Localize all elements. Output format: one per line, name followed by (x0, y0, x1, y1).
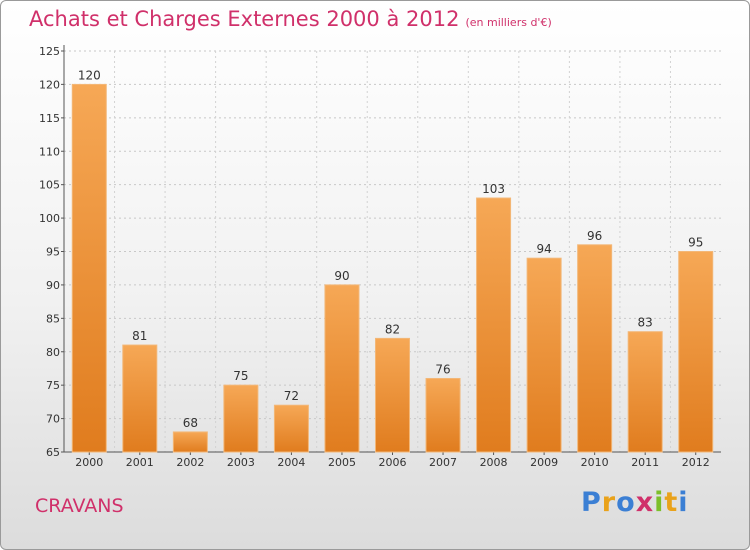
brand-letter: t (664, 487, 679, 518)
value-label: 95 (688, 236, 703, 250)
bar-2006 (375, 337, 410, 453)
brand-letter: i (654, 487, 665, 518)
x-tick-label: 2003 (227, 456, 255, 469)
value-label: 75 (233, 369, 248, 383)
bar-2004 (273, 404, 309, 453)
bar-2003 (223, 384, 259, 453)
bar-2010 (577, 244, 613, 453)
bar-2012 (678, 251, 714, 453)
chart-title-text: Achats et Charges Externes 2000 à 2012 (29, 7, 460, 31)
y-tick-label: 105 (39, 179, 60, 192)
x-tick-label: 2010 (581, 456, 609, 469)
value-label: 90 (334, 269, 349, 283)
bar-2000 (71, 83, 107, 453)
y-tick-label: 115 (39, 112, 60, 125)
value-label: 81 (132, 329, 147, 343)
bars (71, 83, 714, 453)
x-tick-label: 2012 (682, 456, 710, 469)
y-tick-label: 85 (46, 312, 60, 325)
value-label: 96 (587, 229, 602, 243)
brand-letter: i (678, 487, 689, 518)
value-label: 68 (183, 416, 198, 430)
x-tick-label: 2004 (277, 456, 305, 469)
y-tick-label: 110 (39, 145, 60, 158)
value-label: 72 (284, 389, 299, 403)
brand-letter: r (601, 487, 617, 518)
grid-lines (64, 50, 721, 452)
x-tick-label: 2009 (530, 456, 558, 469)
y-tick-label: 70 (46, 413, 60, 426)
bar-2002 (172, 431, 208, 453)
y-tick-label: 125 (39, 45, 60, 58)
y-tick-label: 120 (39, 78, 60, 91)
bar-2007 (425, 377, 461, 453)
bar-2008 (476, 197, 512, 453)
chart-unit: (en milliers d'€) (465, 16, 552, 29)
y-tick-label: 80 (46, 346, 60, 359)
bar-2001 (122, 344, 158, 453)
proxiti-logo[interactable]: Proxiti (581, 487, 689, 518)
brand-letter: x (635, 487, 655, 518)
y-tick-label: 95 (46, 246, 60, 259)
commune-name: CRAVANS (35, 495, 124, 517)
x-tick-label: 2002 (176, 456, 204, 469)
x-tick-label: 2006 (379, 456, 407, 469)
bar-2011 (627, 331, 663, 453)
value-label: 76 (435, 362, 450, 376)
x-tick-label: 2000 (75, 456, 103, 469)
value-label: 103 (482, 182, 505, 196)
x-tick-label: 2008 (480, 456, 508, 469)
x-tick-label: 2001 (126, 456, 154, 469)
chart-title: Achats et Charges Externes 2000 à 2012 (e… (29, 7, 552, 31)
y-tick-label: 100 (39, 212, 60, 225)
x-tick-label: 2007 (429, 456, 457, 469)
value-label: 94 (536, 242, 551, 256)
x-tick-label: 2005 (328, 456, 356, 469)
y-tick-label: 75 (46, 379, 60, 392)
brand-letter: P (581, 487, 602, 518)
bar-2005 (324, 284, 360, 453)
y-tick-label: 65 (46, 446, 60, 459)
value-label: 120 (78, 68, 101, 82)
value-label: 82 (385, 322, 400, 336)
x-tick-label: 2011 (631, 456, 659, 469)
bar-2009 (526, 257, 562, 453)
y-tick-label: 90 (46, 279, 60, 292)
labels: 65 70 75 80 85 90 95 100 105 110 115 120 125 120 2000 8… (39, 45, 710, 469)
value-label: 83 (638, 316, 653, 330)
brand-letter: o (616, 487, 636, 518)
